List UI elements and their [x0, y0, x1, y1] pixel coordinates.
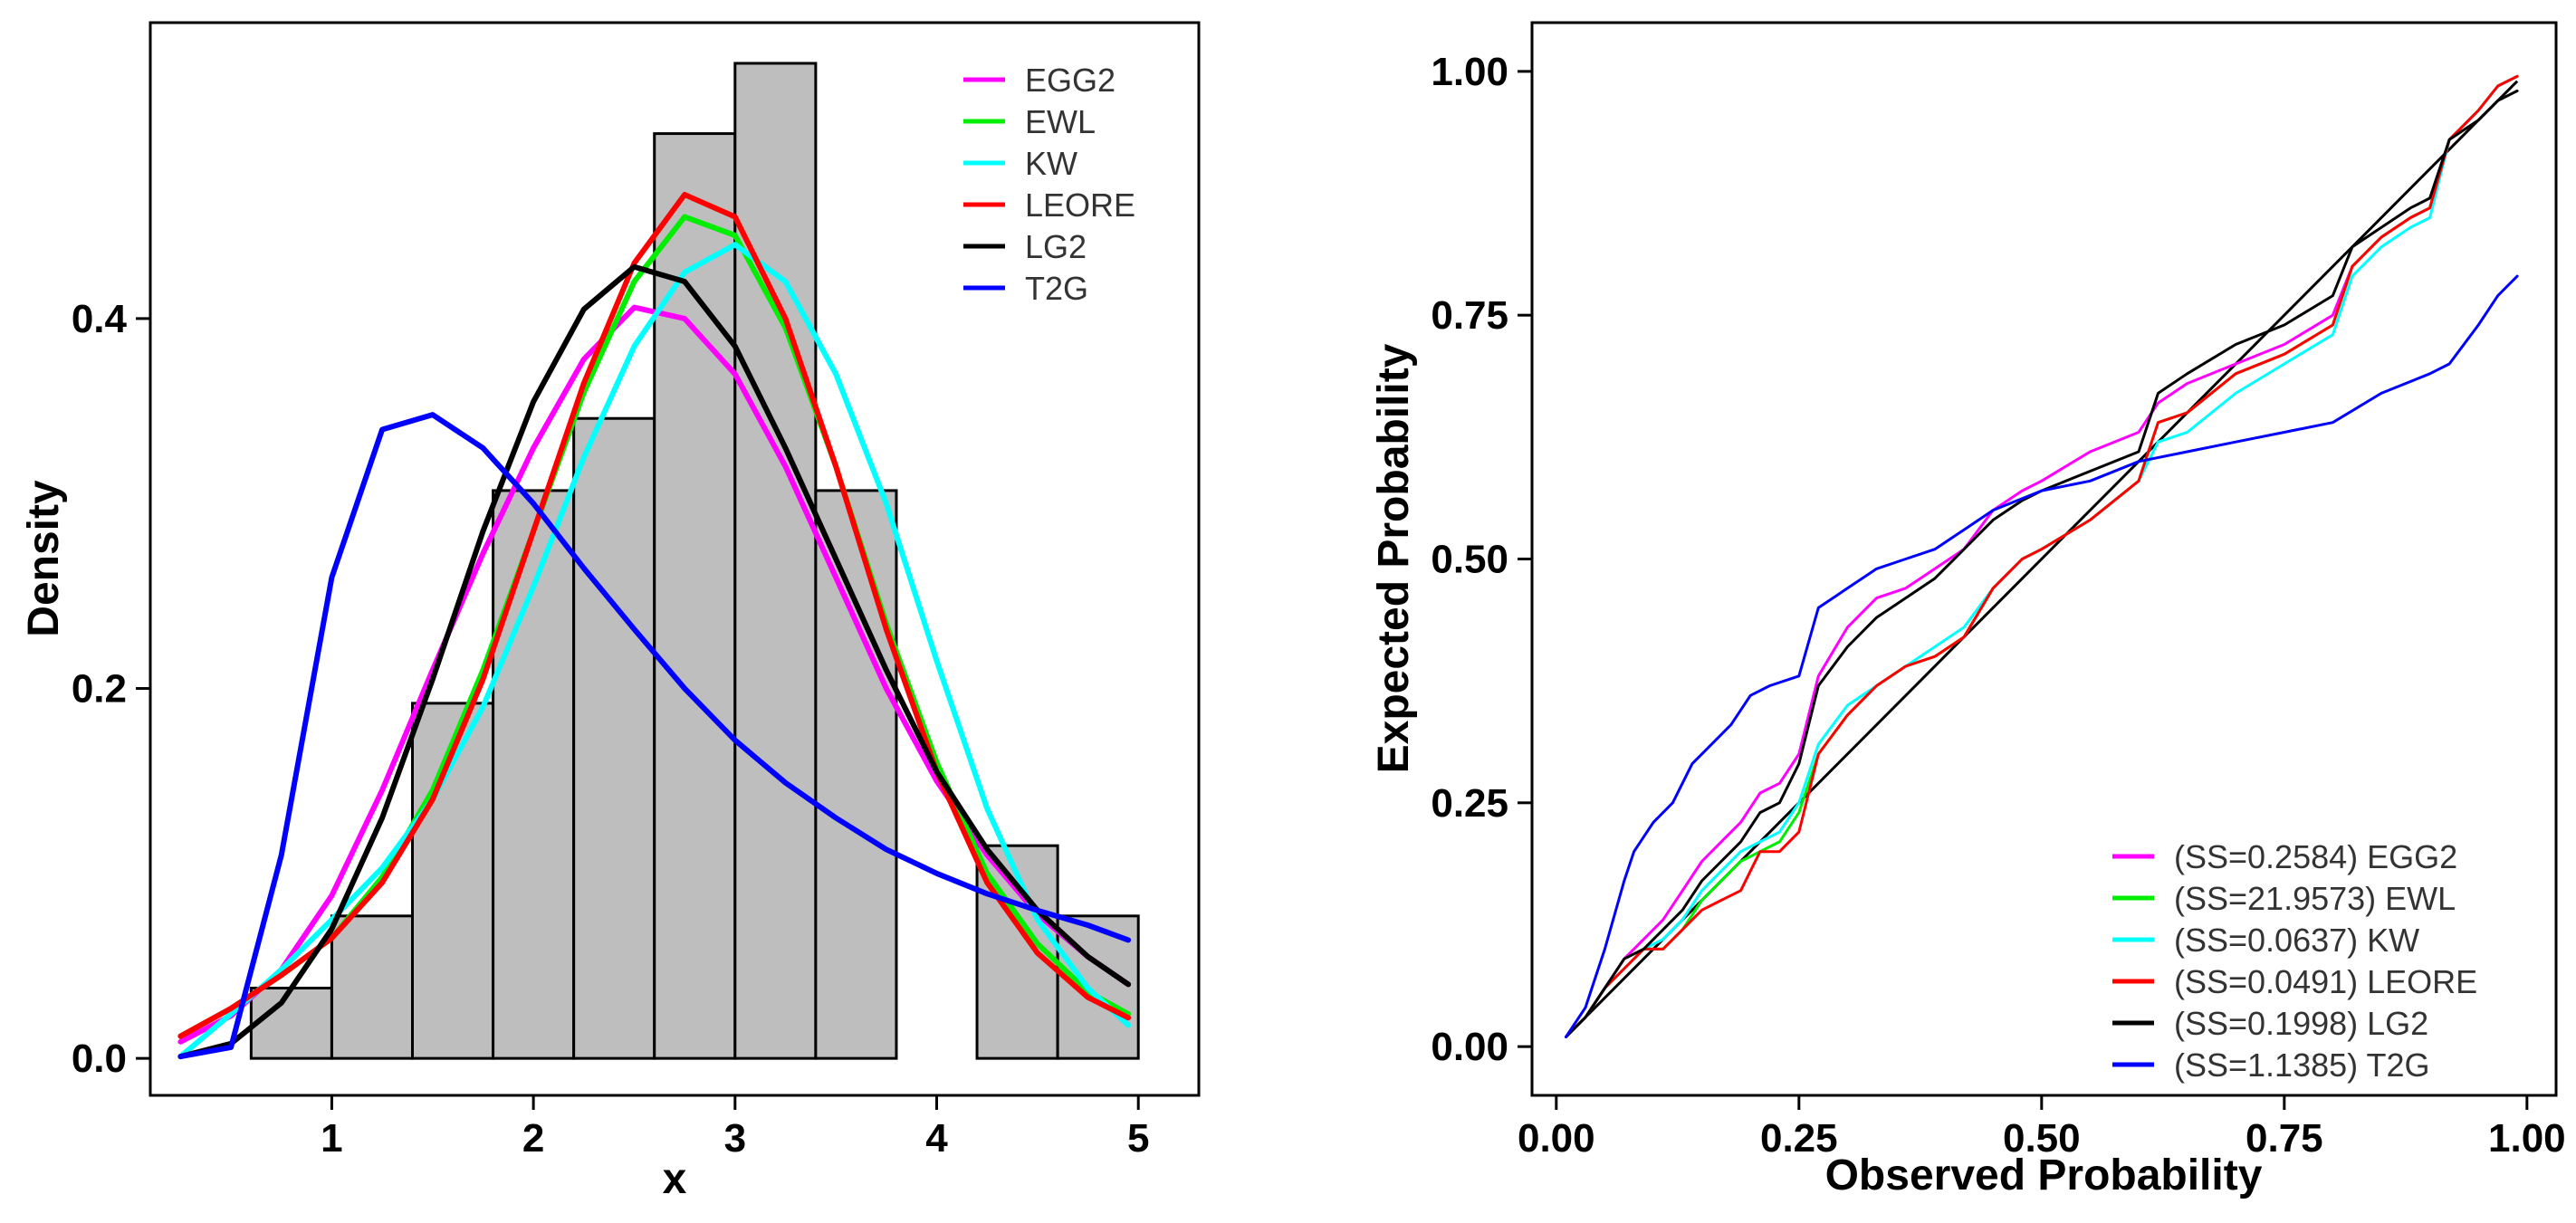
y-tick-label: 0.00	[1431, 1025, 1508, 1069]
legend-label-leore: LEORE	[1025, 186, 1135, 224]
legend-label-ss-0-0491-leore: (SS=0.0491) LEORE	[2174, 963, 2477, 1000]
series-line-t2g	[177, 412, 1132, 1060]
series-line-lg2	[177, 263, 1132, 1060]
x-tick-label: 0.25	[1760, 1116, 1838, 1161]
x-axis-ticks-right: 0.00 0.25 0.50 0.75 1.00	[1518, 1095, 2566, 1161]
legend-label-ewl: EWL	[1025, 103, 1096, 140]
legend-label-ss-21-9573-ewl: (SS=21.9573) EWL	[2174, 880, 2456, 917]
legend-label-lg2: LG2	[1025, 228, 1087, 265]
legend-label-ss-0-2584-egg2: (SS=0.2584) EGG2	[2174, 838, 2457, 875]
legend-right: (SS=0.2584) EGG2 (SS=21.9573) EWL (SS=0.06…	[2112, 838, 2477, 1084]
histogram-bar	[572, 416, 656, 1060]
y-tick-label: 0.75	[1431, 293, 1508, 338]
x-axis-title-left: x	[663, 1155, 687, 1203]
y-axis-title-right: Expected Probability	[1370, 343, 1418, 773]
y-axis-ticks-right: 0.00 0.25 0.50 0.75 1.00	[1431, 50, 1532, 1069]
y-tick-label: 0.50	[1431, 538, 1508, 582]
x-tick-label: 0.00	[1518, 1116, 1595, 1161]
y-tick-label: 0.4	[72, 297, 128, 341]
x-tick-label: 3	[724, 1116, 746, 1161]
x-axis-title-right: Observed Probability	[1825, 1151, 2263, 1199]
series-line-ss-0-0491-leore	[1565, 74, 2519, 1038]
x-tick-label: 5	[1127, 1116, 1149, 1161]
histogram-bar	[330, 914, 414, 1060]
x-tick-label: 1	[321, 1116, 342, 1161]
y-axis-title-left: Density	[20, 480, 68, 637]
legend-label-kw: KW	[1025, 145, 1077, 182]
legend-label-ss-0-1998-lg2: (SS=0.1998) LG2	[2174, 1005, 2428, 1042]
pp-plot: 0.00 0.25 0.50 0.75 1.00 0.00 0.25 0.50 0.75 1.0…	[1370, 21, 2566, 1199]
legend-label-egg2: EGG2	[1025, 62, 1116, 99]
y-tick-label: 0.25	[1431, 781, 1508, 826]
density-chart: 1 2 3 4 5 0.0 0.2 0.4 x Density EGG2 EWL KW LEORE…	[20, 21, 1201, 1203]
y-tick-label: 1.00	[1431, 50, 1508, 94]
legend-left: EGG2 EWL KW LEORE LG2 T2G	[963, 62, 1135, 307]
histogram-bar	[733, 62, 818, 1060]
x-tick-label: 2	[522, 1116, 544, 1161]
histogram-bar	[814, 489, 898, 1060]
density-curves	[177, 192, 1132, 1060]
series-line-leore	[177, 192, 1132, 1039]
y-tick-label: 0.2	[72, 667, 127, 712]
legend-label-t2g: T2G	[1025, 270, 1088, 307]
series-line-ss-0-1998-lg2	[1565, 89, 2519, 1038]
histogram-bar	[249, 987, 333, 1060]
histogram-bar	[492, 489, 576, 1060]
histogram-bar	[653, 132, 737, 1060]
series-line-ss-0-0637-kw	[1565, 74, 2519, 1038]
y-tick-label: 0.0	[72, 1037, 127, 1081]
plot-frame-left	[148, 21, 1201, 1097]
x-tick-label: 1.00	[2488, 1116, 2566, 1161]
series-line-ss-1-1385-t2g	[1565, 274, 2519, 1038]
x-axis-ticks-left: 1 2 3 4 5	[321, 1095, 1149, 1161]
y-axis-ticks-left: 0.0 0.2 0.4	[72, 297, 150, 1081]
histogram-bars	[249, 62, 1140, 1060]
legend-label-ss-0-0637-kw: (SS=0.0637) KW	[2174, 922, 2419, 959]
x-tick-label: 4	[925, 1116, 948, 1161]
x-tick-label: 0.50	[2003, 1116, 2081, 1161]
pp-curves	[1565, 74, 2519, 1038]
legend-label-ss-1-1385-t2g: (SS=1.1385) T2G	[2174, 1046, 2430, 1084]
x-tick-label: 0.75	[2246, 1116, 2323, 1161]
